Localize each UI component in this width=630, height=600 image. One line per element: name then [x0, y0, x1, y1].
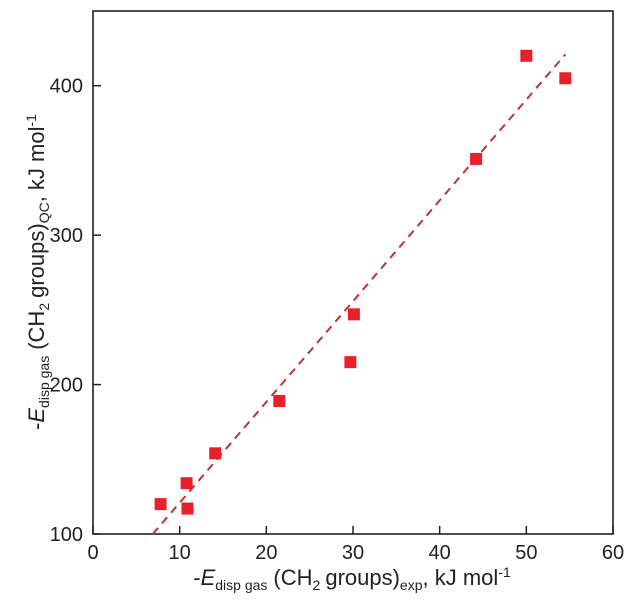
data-point	[520, 49, 533, 62]
trendline	[152, 53, 567, 535]
data-point	[180, 477, 193, 490]
data-point	[559, 72, 572, 85]
y-tick-label: 200	[50, 375, 83, 397]
y-title-middle: (CH	[24, 311, 49, 350]
x-tick-label: 30	[342, 542, 364, 564]
data-point	[470, 152, 483, 165]
x-tick-label: 50	[515, 542, 537, 564]
data-point	[154, 498, 167, 511]
x-title-symbol-sub: disp gas	[215, 577, 267, 593]
plot-frame	[92, 10, 614, 535]
y-title-unit: , kJ mol	[24, 126, 49, 202]
y-tick-label: 400	[50, 76, 83, 98]
x-title-prefix: -	[193, 565, 200, 590]
y-axis-title: -Edisp gas (CH2 groups)QC, kJ mol-1	[23, 114, 52, 430]
y-axis-ticks: 100 200 300 400	[50, 76, 101, 546]
x-axis-ticks: 0 10 20 30 40 50 60	[87, 526, 624, 564]
x-tick-label: 40	[429, 542, 451, 564]
x-tick-label: 60	[602, 542, 624, 564]
x-title-unit: , kJ mol	[423, 565, 499, 590]
data-points	[154, 49, 572, 515]
y-title-end-sub: QC	[36, 202, 52, 223]
y-tick-label: 100	[50, 524, 83, 546]
x-title-end-sub: exp	[400, 577, 423, 593]
y-title-prefix: -	[24, 423, 49, 430]
y-title-symbol: E	[24, 408, 49, 423]
x-axis-title: -Edisp gas (CH2 groups)exp, kJ mol-1	[193, 564, 511, 593]
x-tick-label: 20	[255, 542, 277, 564]
x-title-unit-sup: -1	[498, 564, 511, 580]
data-point	[347, 308, 360, 321]
y-tick-label: 300	[50, 225, 83, 247]
x-tick-label: 0	[87, 542, 98, 564]
x-title-end: groups)	[325, 565, 400, 590]
x-title-middle: (CH	[273, 565, 312, 590]
x-title-symbol: E	[201, 565, 216, 590]
y-title-unit-sup: -1	[23, 114, 39, 127]
y-title-symbol-sub: disp gas	[36, 356, 52, 408]
data-point	[181, 502, 194, 515]
x-title-middle-sub: 2	[313, 577, 321, 593]
y-title-end: groups)	[24, 223, 49, 298]
data-point	[209, 447, 222, 460]
x-tick-label: 10	[169, 542, 191, 564]
y-title-middle-sub: 2	[36, 303, 52, 311]
data-point	[344, 356, 357, 369]
data-point	[273, 395, 286, 408]
